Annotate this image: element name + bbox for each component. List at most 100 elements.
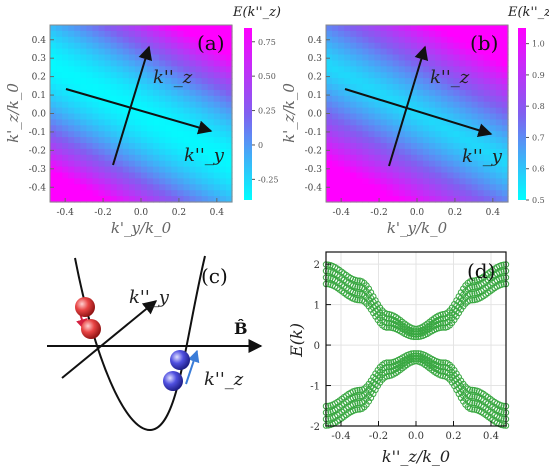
heatmap-a-cell xyxy=(207,166,215,174)
heatmap-b-cell xyxy=(374,143,382,150)
heatmap-a-cell xyxy=(147,66,154,73)
heatmap-b-cell xyxy=(374,89,382,97)
heatmap-a-cell xyxy=(110,78,118,85)
heatmap-b-cell xyxy=(362,190,370,197)
heatmap-a-cell xyxy=(219,113,227,120)
heatmap-b-cell xyxy=(338,54,345,61)
heatmap-b-cell xyxy=(429,36,436,44)
heatmap-b-cell xyxy=(417,89,424,97)
heatmap-a-cell xyxy=(225,131,233,138)
heatmap-b-cell xyxy=(392,196,400,203)
heatmap-a-cell xyxy=(141,125,148,132)
heatmap-b-cell xyxy=(344,84,351,91)
heatmap-b-cell xyxy=(483,119,491,126)
heatmap-a-cell xyxy=(171,113,178,120)
heatmap-a-cell xyxy=(128,84,136,91)
heatmap-a-cell xyxy=(128,137,136,144)
heatmap-a-cell xyxy=(207,190,215,197)
heatmap-b-cell xyxy=(398,148,406,156)
heatmap-a-cell xyxy=(153,30,160,38)
heatmap-b-cell xyxy=(368,66,376,73)
heatmap-b-cell xyxy=(332,42,339,50)
heatmap-b-cell xyxy=(362,148,370,156)
heatmap-b-cell xyxy=(471,131,479,138)
heatmap-b-cell xyxy=(495,190,503,197)
heatmap-a-cell xyxy=(159,107,166,115)
ytick-label: -0.4 xyxy=(29,183,47,193)
heatmap-b-cell xyxy=(495,184,503,191)
heatmap-a-cell xyxy=(195,25,203,32)
heatmap-a-cell xyxy=(219,166,227,174)
heatmap-b-cell xyxy=(404,131,412,138)
heatmap-a-cell xyxy=(183,36,191,44)
heatmap-b-cell xyxy=(417,125,424,132)
heatmap-b-cell xyxy=(501,72,509,79)
heatmap-b-cell xyxy=(471,72,479,79)
heatmap-a-cell xyxy=(177,190,185,197)
heatmap-a-cell xyxy=(50,125,57,132)
heatmap-b-cell xyxy=(465,160,473,168)
heatmap-b-cell xyxy=(435,60,442,67)
heatmap-a-cell xyxy=(159,36,166,44)
heatmap-a-cell xyxy=(159,172,166,179)
heatmap-b-cell xyxy=(410,48,418,56)
heatmap-a-cell xyxy=(213,190,221,197)
heatmap-b-cell xyxy=(447,60,454,67)
heatmap-a-cell xyxy=(153,125,160,132)
heatmap-a-cell xyxy=(122,25,130,32)
heatmap-a-cell xyxy=(219,107,227,115)
ytick-label: -1 xyxy=(310,382,320,393)
heatmap-b-cell xyxy=(483,125,491,132)
heatmap-a-cell xyxy=(116,125,124,132)
ytick-label: -0.2 xyxy=(29,146,46,156)
heatmap-a-cell xyxy=(147,54,154,61)
heatmap-b-cell xyxy=(435,148,442,156)
heatmap-b-cell xyxy=(435,131,442,138)
heatmap-b-cell xyxy=(326,42,333,50)
heatmap-a-cell xyxy=(141,66,148,73)
heatmap-b-cell xyxy=(344,95,351,103)
heatmap-a-cell xyxy=(134,66,142,73)
heatmap-b-cell xyxy=(362,107,370,115)
heatmap-b-cell xyxy=(404,30,412,38)
heatmap-a-cell xyxy=(86,30,94,38)
heatmap-a-cell xyxy=(219,131,227,138)
heatmap-b-cell xyxy=(362,30,370,38)
heatmap-b-cell xyxy=(404,137,412,144)
heatmap-b-cell xyxy=(471,190,479,197)
heatmap-a-cell xyxy=(98,72,106,79)
panel-b: -0.4 -0.2 0.0 0.2 0.40.40.30.20.10.0-0.1-0.2… xyxy=(280,5,549,237)
heatmap-a-cell xyxy=(122,137,130,144)
heatmap-b-cell xyxy=(489,36,497,44)
heatmap-a-cell xyxy=(92,60,100,67)
heatmap-b-cell xyxy=(344,113,351,120)
heatmap-b-cell xyxy=(380,25,388,32)
heatmap-b-cell xyxy=(374,184,382,191)
heatmap-b-cell xyxy=(477,137,485,144)
band-marker xyxy=(469,399,476,407)
heatmap-b-cell xyxy=(453,95,461,103)
heatmap-a-cell xyxy=(201,89,209,97)
heatmap-a-cell xyxy=(147,143,154,150)
heatmap-b-cell xyxy=(483,143,491,150)
heatmap-a-cell xyxy=(195,36,203,44)
heatmap-b-cell xyxy=(368,172,376,179)
heatmap-b-cell xyxy=(332,184,339,191)
heatmap-b-cell xyxy=(410,160,418,168)
heatmap-b-cell xyxy=(374,190,382,197)
heatmap-a-cell xyxy=(195,137,203,144)
heatmap-a-cell xyxy=(171,30,178,38)
heatmap-a-cell xyxy=(68,48,75,56)
heatmap-b-cell xyxy=(489,54,497,61)
heatmap-a-cell xyxy=(110,36,118,44)
heatmap-b-cell xyxy=(501,154,509,162)
heatmap-a-cell xyxy=(62,190,69,197)
heatmap-b-cell xyxy=(501,113,509,120)
heatmap-a-cell xyxy=(110,25,118,32)
heatmap-a-cell xyxy=(68,160,75,168)
heatmap-a-cell xyxy=(86,137,94,144)
xtick-label: 0.0 xyxy=(408,431,424,442)
heatmap-a-cell xyxy=(56,137,63,144)
blue-arrow-c xyxy=(185,349,200,385)
heatmap-a-cell xyxy=(219,190,227,197)
